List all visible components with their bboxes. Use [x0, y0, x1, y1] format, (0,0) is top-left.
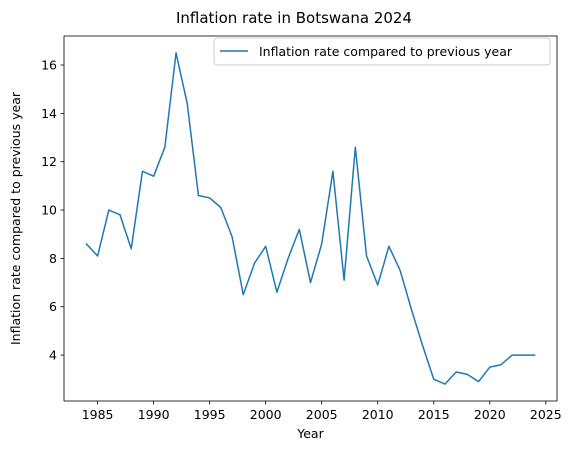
y-tick-label: 16	[41, 58, 57, 73]
legend-box	[213, 37, 551, 66]
series-line	[85, 52, 536, 385]
x-tick-label: 2020	[474, 407, 506, 422]
legend-entry-label: Inflation rate compared to previous year	[259, 44, 513, 59]
x-tick-label: 1985	[82, 407, 114, 422]
y-tick-label: 8	[49, 251, 57, 266]
y-tick-label: 10	[41, 203, 57, 218]
y-tick-label: 12	[41, 154, 57, 169]
x-axis-title: Year	[296, 426, 324, 441]
y-tick-label: 14	[41, 106, 57, 121]
x-tick-label: 2005	[306, 407, 338, 422]
y-axis-ticks: 4 6 8 10 12 14 16	[41, 58, 64, 363]
x-tick-label: 1990	[138, 407, 170, 422]
y-tick-label: 6	[49, 299, 57, 314]
plot-area-frame	[63, 35, 558, 402]
series-layer	[85, 52, 536, 385]
x-tick-label: 2015	[418, 407, 450, 422]
x-tick-label: 2000	[250, 407, 282, 422]
chart-title: Inflation rate in Botswana 2024	[176, 9, 412, 27]
legend: Inflation rate compared to previous year	[213, 37, 551, 66]
y-axis-title: Inflation rate compared to previous year	[8, 91, 23, 345]
x-axis-ticks: 1985 1990 1995 2000 2005 2010 2015 2020 2025	[82, 401, 562, 422]
y-tick-label: 4	[49, 348, 57, 363]
x-tick-label: 2010	[362, 407, 394, 422]
x-tick-label: 1995	[194, 407, 226, 422]
x-tick-label: 2025	[530, 407, 562, 422]
